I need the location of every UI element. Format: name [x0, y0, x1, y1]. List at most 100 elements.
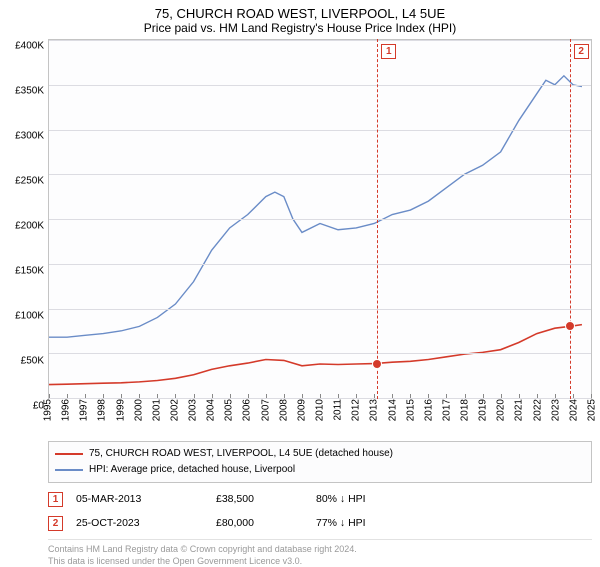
- xtick-label: 2021: [514, 399, 525, 421]
- transaction-badge: 1: [48, 492, 63, 507]
- transaction-delta: 80% ↓ HPI: [316, 493, 456, 505]
- ytick-label: £200K: [4, 221, 44, 232]
- xtick-mark: [212, 394, 213, 398]
- xtick-label: 2013: [369, 399, 380, 421]
- xtick-mark: [591, 394, 592, 398]
- legend-row: 75, CHURCH ROAD WEST, LIVERPOOL, L4 5UE …: [55, 446, 585, 462]
- xtick-mark: [356, 394, 357, 398]
- transaction-badge: 2: [48, 516, 63, 531]
- gridline: [49, 353, 591, 354]
- gridline: [49, 85, 591, 86]
- transaction-date: 05-MAR-2013: [76, 493, 216, 505]
- ytick-label: £50K: [4, 356, 44, 367]
- xtick-label: 2025: [587, 399, 598, 421]
- xtick-mark: [519, 394, 520, 398]
- gridline: [49, 40, 591, 41]
- xtick-mark: [537, 394, 538, 398]
- marker-point-2: [565, 321, 575, 331]
- xtick-label: 1998: [97, 399, 108, 421]
- x-axis-ticks: 1995199619971998199920002001200220032004…: [48, 399, 592, 433]
- xtick-mark: [121, 394, 122, 398]
- legend-label: 75, CHURCH ROAD WEST, LIVERPOOL, L4 5UE …: [89, 446, 393, 462]
- xtick-label: 2008: [278, 399, 289, 421]
- xtick-mark: [428, 394, 429, 398]
- chart-subtitle: Price paid vs. HM Land Registry's House …: [0, 21, 600, 39]
- xtick-label: 2015: [405, 399, 416, 421]
- footer-line-1: Contains HM Land Registry data © Crown c…: [48, 544, 592, 556]
- xtick-mark: [465, 394, 466, 398]
- marker-point-1: [372, 359, 382, 369]
- xtick-label: 2000: [133, 399, 144, 421]
- xtick-mark: [573, 394, 574, 398]
- xtick-mark: [67, 394, 68, 398]
- xtick-mark: [338, 394, 339, 398]
- xtick-label: 2011: [333, 399, 344, 421]
- ytick-label: £400K: [4, 41, 44, 52]
- xtick-mark: [248, 394, 249, 398]
- gridline: [49, 309, 591, 310]
- transaction-delta: 77% ↓ HPI: [316, 517, 456, 529]
- xtick-label: 2017: [441, 399, 452, 421]
- footer-line-2: This data is licensed under the Open Gov…: [48, 556, 592, 567]
- xtick-label: 1996: [61, 399, 72, 421]
- footer: Contains HM Land Registry data © Crown c…: [48, 539, 592, 567]
- xtick-mark: [284, 394, 285, 398]
- series-price_paid: [49, 325, 582, 385]
- xtick-mark: [374, 394, 375, 398]
- legend-label: HPI: Average price, detached house, Live…: [89, 462, 295, 478]
- ytick-label: £0: [4, 401, 44, 412]
- series-hpi: [49, 76, 582, 337]
- marker-badge-1: 1: [381, 44, 396, 59]
- marker-line-2: [570, 39, 571, 399]
- chart-container: 75, CHURCH ROAD WEST, LIVERPOOL, L4 5UE …: [0, 0, 600, 560]
- xtick-mark: [302, 394, 303, 398]
- xtick-label: 2004: [206, 399, 217, 421]
- xtick-mark: [266, 394, 267, 398]
- marker-badge-2: 2: [574, 44, 589, 59]
- legend: 75, CHURCH ROAD WEST, LIVERPOOL, L4 5UE …: [48, 441, 592, 483]
- xtick-mark: [139, 394, 140, 398]
- xtick-label: 2018: [460, 399, 471, 421]
- xtick-label: 2012: [351, 399, 362, 421]
- xtick-label: 2016: [423, 399, 434, 421]
- gridline: [49, 264, 591, 265]
- xtick-label: 2014: [387, 399, 398, 421]
- transaction-row: 1 05-MAR-2013£38,50080% ↓ HPI: [48, 487, 592, 511]
- xtick-label: 2020: [496, 399, 507, 421]
- xtick-mark: [194, 394, 195, 398]
- legend-row: HPI: Average price, detached house, Live…: [55, 462, 585, 478]
- xtick-label: 2019: [478, 399, 489, 421]
- transaction-price: £38,500: [216, 493, 316, 505]
- chart-plot-area: 12: [48, 39, 592, 399]
- xtick-label: 2005: [224, 399, 235, 421]
- xtick-mark: [483, 394, 484, 398]
- marker-line-1: [377, 39, 378, 399]
- xtick-label: 2009: [296, 399, 307, 421]
- ytick-label: £250K: [4, 176, 44, 187]
- ytick-label: £150K: [4, 266, 44, 277]
- xtick-label: 2023: [550, 399, 561, 421]
- xtick-mark: [320, 394, 321, 398]
- xtick-mark: [446, 394, 447, 398]
- xtick-label: 2002: [169, 399, 180, 421]
- xtick-mark: [49, 394, 50, 398]
- xtick-label: 1995: [43, 399, 54, 421]
- xtick-mark: [175, 394, 176, 398]
- xtick-mark: [85, 394, 86, 398]
- xtick-label: 2007: [260, 399, 271, 421]
- xtick-mark: [103, 394, 104, 398]
- xtick-mark: [230, 394, 231, 398]
- chart-title: 75, CHURCH ROAD WEST, LIVERPOOL, L4 5UE: [0, 0, 600, 21]
- xtick-mark: [501, 394, 502, 398]
- xtick-label: 1997: [79, 399, 90, 421]
- transaction-row: 225-OCT-2023£80,00077% ↓ HPI: [48, 511, 592, 535]
- xtick-mark: [157, 394, 158, 398]
- ytick-label: £350K: [4, 86, 44, 97]
- xtick-label: 2010: [315, 399, 326, 421]
- gridline: [49, 174, 591, 175]
- xtick-label: 2006: [242, 399, 253, 421]
- xtick-mark: [410, 394, 411, 398]
- gridline: [49, 219, 591, 220]
- xtick-label: 2022: [532, 399, 543, 421]
- xtick-mark: [555, 394, 556, 398]
